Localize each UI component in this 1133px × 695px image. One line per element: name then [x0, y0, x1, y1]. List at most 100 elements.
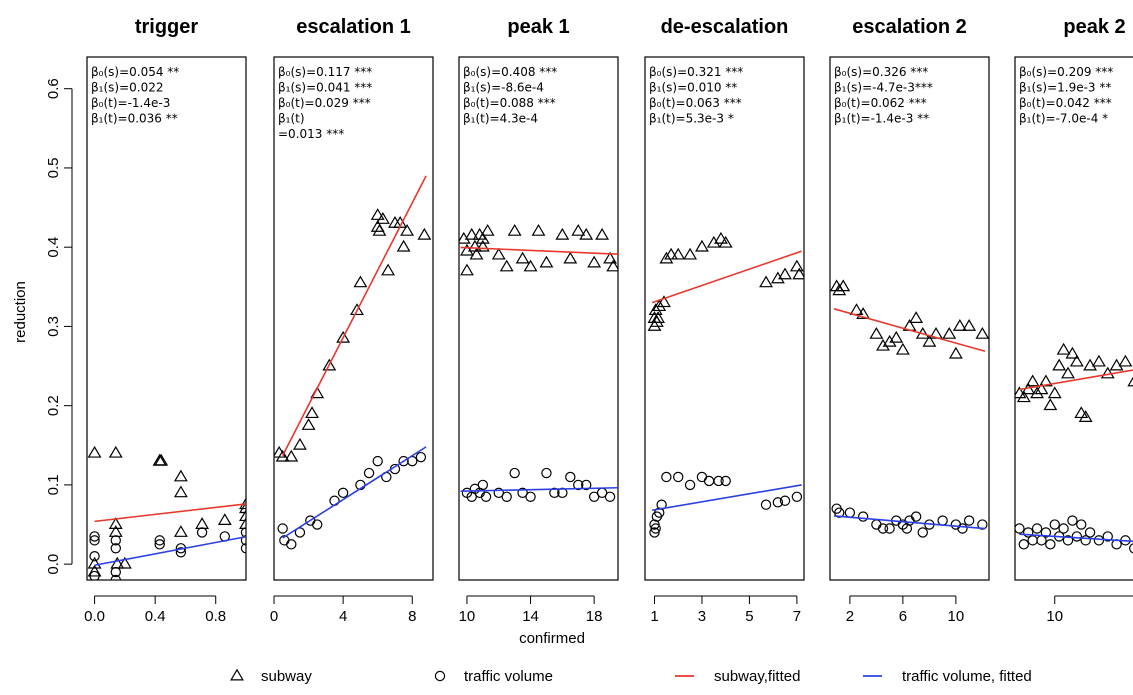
traffic-point — [1062, 535, 1074, 546]
traffic-fitted-line — [94, 535, 246, 567]
traffic-point — [661, 471, 672, 483]
traffic-point — [565, 471, 576, 483]
subway-fitted-line — [651, 250, 802, 304]
panel-5: escalation 2 β₀(s)=0.326 *** β₁(s)=-4.7e-3… — [829, 16, 990, 625]
stat-annotation: β₀(s)=0.408 *** — [463, 65, 557, 79]
subway-fitted-line — [833, 308, 986, 352]
subway-point — [480, 223, 495, 236]
subway-point — [1127, 376, 1133, 387]
traffic-point — [963, 515, 975, 526]
subway-point — [173, 485, 188, 498]
subway-point — [706, 235, 721, 248]
panel-frame — [273, 56, 434, 581]
subway-point — [649, 315, 664, 327]
subway-point — [587, 255, 602, 268]
subway-point — [239, 509, 246, 522]
stat-annotation: β₁(t)=-1.4e-3 ** — [834, 112, 929, 126]
subway-point — [1047, 386, 1062, 399]
traffic-point — [917, 527, 928, 538]
traffic-point — [549, 487, 560, 499]
x-tick-label: 0.8 — [205, 608, 226, 625]
legend-traffic-marker — [434, 670, 446, 682]
subway-point — [651, 311, 665, 323]
subway-point — [460, 263, 474, 276]
subway-point — [652, 299, 667, 312]
panel-4: de-escalation β₀(s)=0.321 *** β₁(s)=0.010 … — [644, 16, 805, 625]
panel-frame — [1014, 56, 1133, 581]
x-axis: 1020 — [1046, 595, 1133, 625]
subway-point — [239, 501, 246, 514]
traffic-point — [240, 535, 246, 546]
legend-subway-marker — [230, 668, 244, 681]
traffic-point — [312, 519, 323, 530]
x-axis: 10 14 18 — [459, 595, 603, 625]
subway-point — [1065, 346, 1080, 359]
subway-point — [718, 235, 733, 248]
stat-annotation: β₀(s)=0.054 ** — [91, 65, 179, 79]
x-tick-label: 8 — [408, 608, 416, 625]
traffic-fitted-line — [833, 515, 986, 530]
subway-point — [531, 223, 546, 236]
stat-annotation: β₁(t) — [278, 112, 305, 126]
subway-point — [1052, 358, 1067, 371]
traffic-point — [1129, 543, 1133, 554]
traffic-point — [175, 547, 187, 558]
subway-point — [657, 295, 671, 308]
traffic-point — [1049, 519, 1060, 530]
subway-point — [1074, 406, 1089, 419]
subway-point — [962, 319, 977, 331]
panel-frame — [829, 56, 990, 581]
y-tick-label: 0.5 — [45, 158, 62, 179]
subway-point — [239, 517, 246, 529]
subway-point — [381, 263, 396, 276]
legend-label: subway — [261, 668, 312, 685]
traffic-point — [1058, 523, 1069, 534]
traffic-point — [791, 491, 803, 502]
subway-point — [515, 251, 530, 264]
subway-point — [108, 525, 123, 537]
subway-point — [952, 319, 967, 331]
subway-point — [647, 319, 662, 331]
legend-label: traffic volume — [464, 668, 553, 685]
traffic-point — [877, 523, 889, 534]
subway-point — [759, 275, 773, 288]
stat-annotation: β₀(t)=0.063 *** — [649, 96, 742, 110]
x-tick-label: 6 — [899, 608, 907, 625]
subway-point — [400, 223, 415, 236]
stat-annotation: =0.013 *** — [278, 127, 344, 141]
traffic-point — [937, 515, 948, 526]
traffic-point — [110, 535, 121, 546]
subway-point — [87, 564, 102, 577]
subway-point — [301, 418, 316, 430]
subway-point — [555, 227, 570, 240]
subway-point — [671, 247, 686, 260]
subway-point — [832, 283, 847, 296]
subway-point — [1078, 410, 1093, 422]
legend-label: subway,fitted — [714, 668, 800, 685]
traffic-point — [654, 507, 665, 518]
traffic-point — [196, 527, 208, 538]
subway-point — [856, 307, 871, 319]
subway-point — [173, 525, 188, 537]
traffic-point — [480, 491, 492, 502]
traffic-point — [1031, 523, 1043, 534]
subway-point — [217, 513, 232, 526]
x-axis: 0.0 0.4 0.8 — [84, 595, 226, 625]
traffic-point — [720, 475, 731, 487]
stat-annotation: β₁(s)=-8.6e-4 — [463, 81, 544, 95]
x-tick-label: 4 — [339, 608, 347, 625]
traffic-point — [89, 531, 100, 542]
subway-point — [571, 223, 586, 236]
x-tick-label: 18 — [586, 608, 603, 625]
subway-point — [975, 326, 989, 339]
traffic-point — [957, 523, 968, 534]
subway-point — [579, 227, 594, 240]
subway-point — [603, 251, 617, 264]
traffic-point — [1071, 531, 1083, 542]
subway-point — [683, 247, 698, 260]
panel-2: escalation 1 β₀(s)=0.117 *** β₁(s)=0.041 *… — [270, 16, 434, 625]
y-tick-label: 0.3 — [45, 316, 62, 337]
legend-label: traffic volume, fitted — [902, 668, 1032, 685]
traffic-point — [363, 467, 375, 479]
traffic-point — [154, 535, 165, 546]
